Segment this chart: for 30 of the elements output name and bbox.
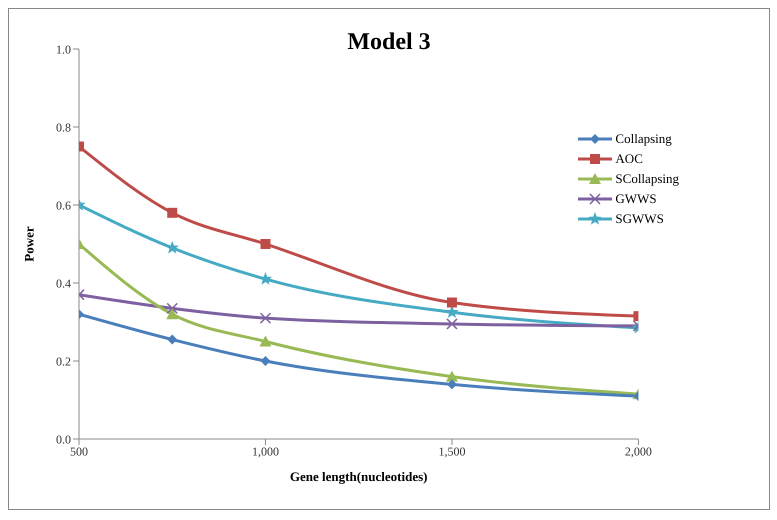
point — [446, 318, 458, 330]
x-tick-label: 1,500 — [438, 444, 466, 459]
point — [446, 370, 458, 382]
point — [166, 308, 178, 320]
legend-label: SGWWS — [615, 211, 664, 227]
point — [167, 334, 178, 345]
y-tick-label: 1.0 — [56, 42, 71, 56]
point — [446, 379, 457, 390]
legend-label: AOC — [615, 151, 643, 167]
point — [259, 336, 272, 346]
x-tick-label: 500 — [70, 444, 88, 459]
point — [260, 239, 270, 249]
point — [167, 208, 178, 218]
point — [166, 302, 178, 314]
x-tick-label: 1,000 — [252, 444, 279, 459]
y-tick-label: 0.2 — [56, 354, 71, 368]
y-tick-label: 0.4 — [56, 276, 71, 290]
y-tick-label: 0.0 — [56, 432, 71, 446]
y-tick-label: 0.6 — [56, 198, 71, 212]
y-axis-title: Power — [22, 226, 37, 262]
legend-label: Collapsing — [615, 131, 672, 147]
legend-label: SCollapsing — [615, 171, 679, 187]
point — [260, 312, 272, 324]
x-tick-label: 2,000 — [624, 444, 652, 459]
y-tick-label: 0.8 — [56, 120, 71, 134]
x-axis-title: Gene length(nucleotides) — [290, 469, 428, 484]
point — [446, 298, 457, 308]
legend-label: GWWS — [615, 191, 657, 207]
point — [260, 356, 270, 366]
chart-title: Model 3 — [347, 29, 431, 55]
